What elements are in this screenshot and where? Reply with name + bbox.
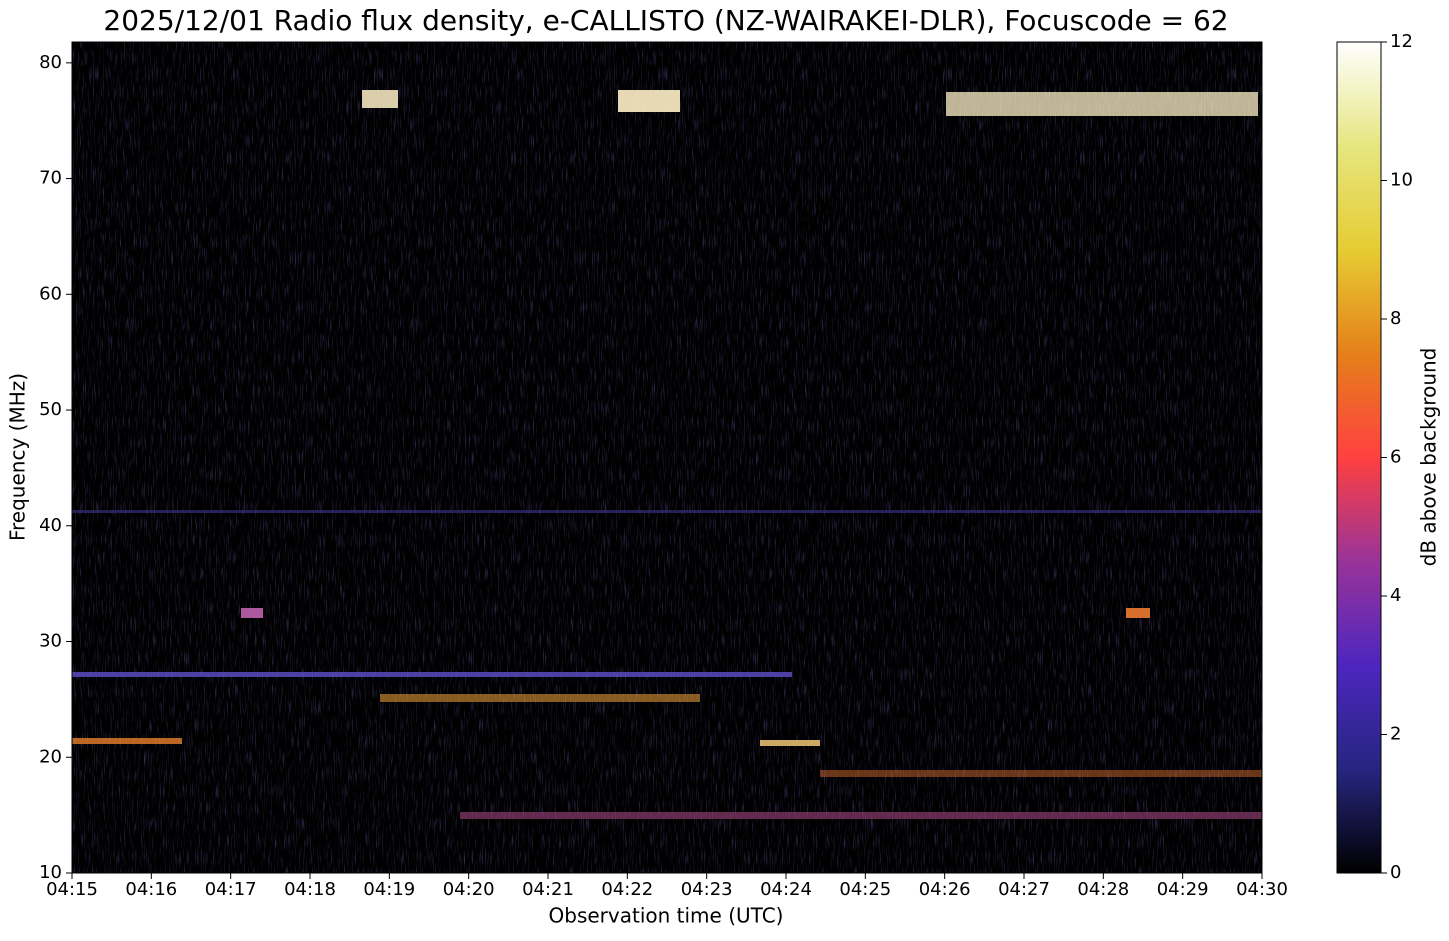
band-streak xyxy=(618,90,680,112)
band-streak xyxy=(72,510,1262,513)
y-tick-label: 20 xyxy=(39,746,62,767)
x-axis-label: Observation time (UTC) xyxy=(549,904,784,928)
chart-title: 2025/12/01 Radio flux density, e-CALLIST… xyxy=(103,4,1228,37)
x-tick-label: 04:24 xyxy=(760,879,812,900)
band-streak xyxy=(946,92,1258,116)
y-tick-label: 50 xyxy=(39,399,62,420)
plot-frame xyxy=(71,41,1263,874)
x-tick-label: 04:22 xyxy=(601,879,653,900)
y-tick-label: 10 xyxy=(39,862,62,883)
x-tick-label: 04:16 xyxy=(125,879,177,900)
colorbar-tick-label: 4 xyxy=(1390,585,1401,606)
band-streak xyxy=(241,608,263,618)
colorbar xyxy=(1336,41,1382,874)
y-tick-label: 40 xyxy=(39,515,62,536)
x-tick-label: 04:25 xyxy=(839,879,891,900)
y-tick-label: 60 xyxy=(39,283,62,304)
y-axis-label: Frequency (MHz) xyxy=(6,373,30,541)
band-streak xyxy=(820,770,1262,777)
colorbar-tick-label: 10 xyxy=(1390,170,1413,191)
colorbar-tick-label: 12 xyxy=(1390,31,1413,52)
x-tick-label: 04:26 xyxy=(919,879,971,900)
band-streak xyxy=(1126,608,1150,618)
x-tick-label: 04:29 xyxy=(1157,879,1209,900)
y-tick-label: 30 xyxy=(39,631,62,652)
spectrogram-area xyxy=(71,41,1263,874)
band-streak xyxy=(72,672,792,677)
x-tick-label: 04:18 xyxy=(284,879,336,900)
band-streak xyxy=(72,738,182,744)
x-tick-label: 04:20 xyxy=(443,879,495,900)
x-tick-label: 04:15 xyxy=(46,879,98,900)
band-streak xyxy=(380,694,700,702)
colorbar-tick-label: 8 xyxy=(1390,308,1401,329)
x-tick-label: 04:19 xyxy=(363,879,415,900)
x-tick-label: 04:23 xyxy=(681,879,733,900)
band-streak xyxy=(460,812,1262,819)
x-tick-label: 04:30 xyxy=(1236,879,1288,900)
colorbar-tick-label: 0 xyxy=(1390,862,1401,883)
x-tick-label: 04:27 xyxy=(998,879,1050,900)
colorbar-tick-label: 6 xyxy=(1390,447,1401,468)
colorbar-tick-label: 2 xyxy=(1390,724,1401,745)
colorbar-label: dB above background xyxy=(1417,348,1441,567)
band-streak xyxy=(362,90,398,108)
band-streak xyxy=(760,740,820,746)
x-tick-label: 04:21 xyxy=(522,879,574,900)
noise-texture xyxy=(72,42,1262,873)
y-tick-label: 80 xyxy=(39,52,62,73)
y-tick-label: 70 xyxy=(39,168,62,189)
x-tick-label: 04:17 xyxy=(205,879,257,900)
x-tick-label: 04:28 xyxy=(1077,879,1129,900)
